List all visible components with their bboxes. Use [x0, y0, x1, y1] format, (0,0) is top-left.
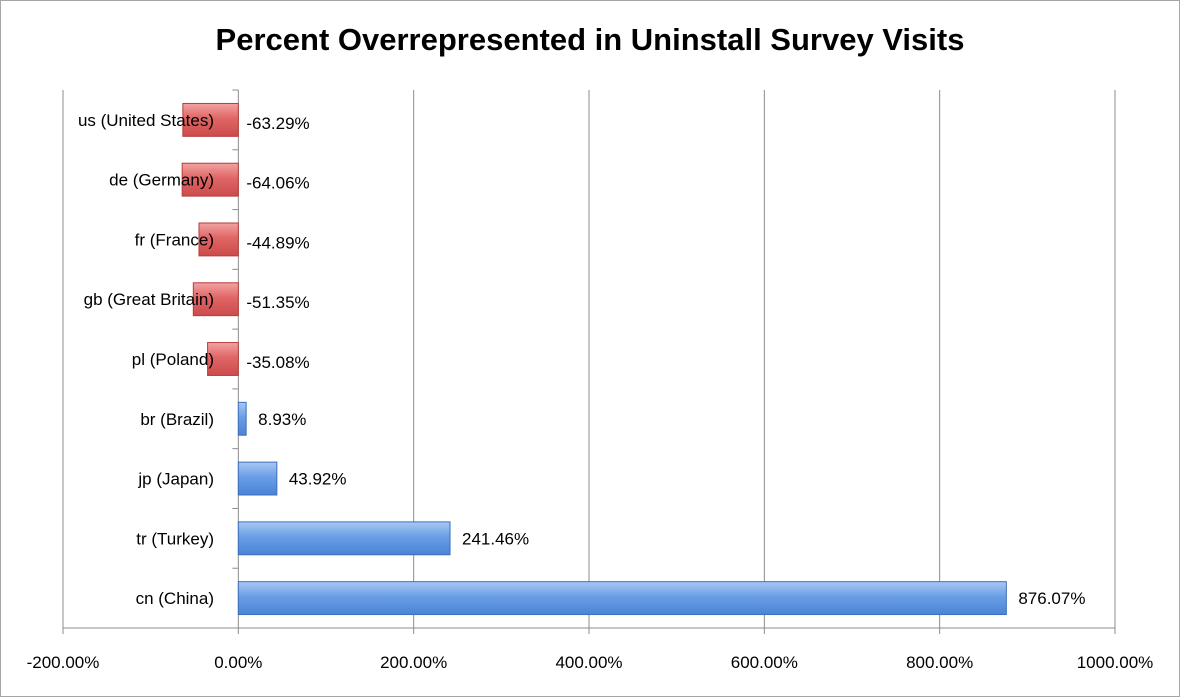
- data-label: 876.07%: [1018, 589, 1085, 608]
- chart-title: Percent Overrepresented in Uninstall Sur…: [215, 22, 965, 57]
- x-tick-label: 400.00%: [555, 653, 622, 672]
- category-label: us (United States): [78, 111, 214, 130]
- x-tick-label: 0.00%: [214, 653, 262, 672]
- bar: [237, 581, 1007, 616]
- data-label: -63.29%: [246, 114, 309, 133]
- category-label: cn (China): [136, 589, 214, 608]
- bar: [192, 282, 239, 317]
- labels: -200.00% 0.00% 200.00% 400.00% 600.00% 800.00…: [27, 111, 1154, 672]
- bar: [198, 222, 239, 257]
- category-label: fr (France): [135, 230, 214, 249]
- data-label: -35.08%: [246, 353, 309, 372]
- category-label: de (Germany): [109, 171, 214, 190]
- data-label: -51.35%: [246, 293, 309, 312]
- bar: [237, 401, 247, 436]
- bars: [181, 102, 1007, 616]
- data-label: 43.92%: [289, 470, 347, 489]
- data-label: -44.89%: [246, 233, 309, 252]
- x-tick-label: 600.00%: [731, 653, 798, 672]
- category-label: gb (Great Britain): [84, 290, 214, 309]
- data-label: 241.46%: [462, 529, 529, 548]
- bar: [181, 162, 239, 197]
- bar: [207, 342, 239, 376]
- category-label: tr (Turkey): [136, 529, 214, 548]
- category-label: br (Brazil): [140, 410, 214, 429]
- bar: [182, 102, 239, 137]
- x-tick-label: 800.00%: [906, 653, 973, 672]
- category-label: jp (Japan): [137, 470, 214, 489]
- bar: [237, 461, 278, 496]
- grid-lines: [62, 90, 1116, 628]
- category-label: pl (Poland): [132, 350, 214, 369]
- x-tick-label: -200.00%: [27, 653, 100, 672]
- x-tick-label: 1000.00%: [1077, 653, 1154, 672]
- bar: [237, 521, 451, 556]
- data-label: -64.06%: [246, 174, 309, 193]
- x-tick-label: 200.00%: [380, 653, 447, 672]
- data-label: 8.93%: [258, 410, 306, 429]
